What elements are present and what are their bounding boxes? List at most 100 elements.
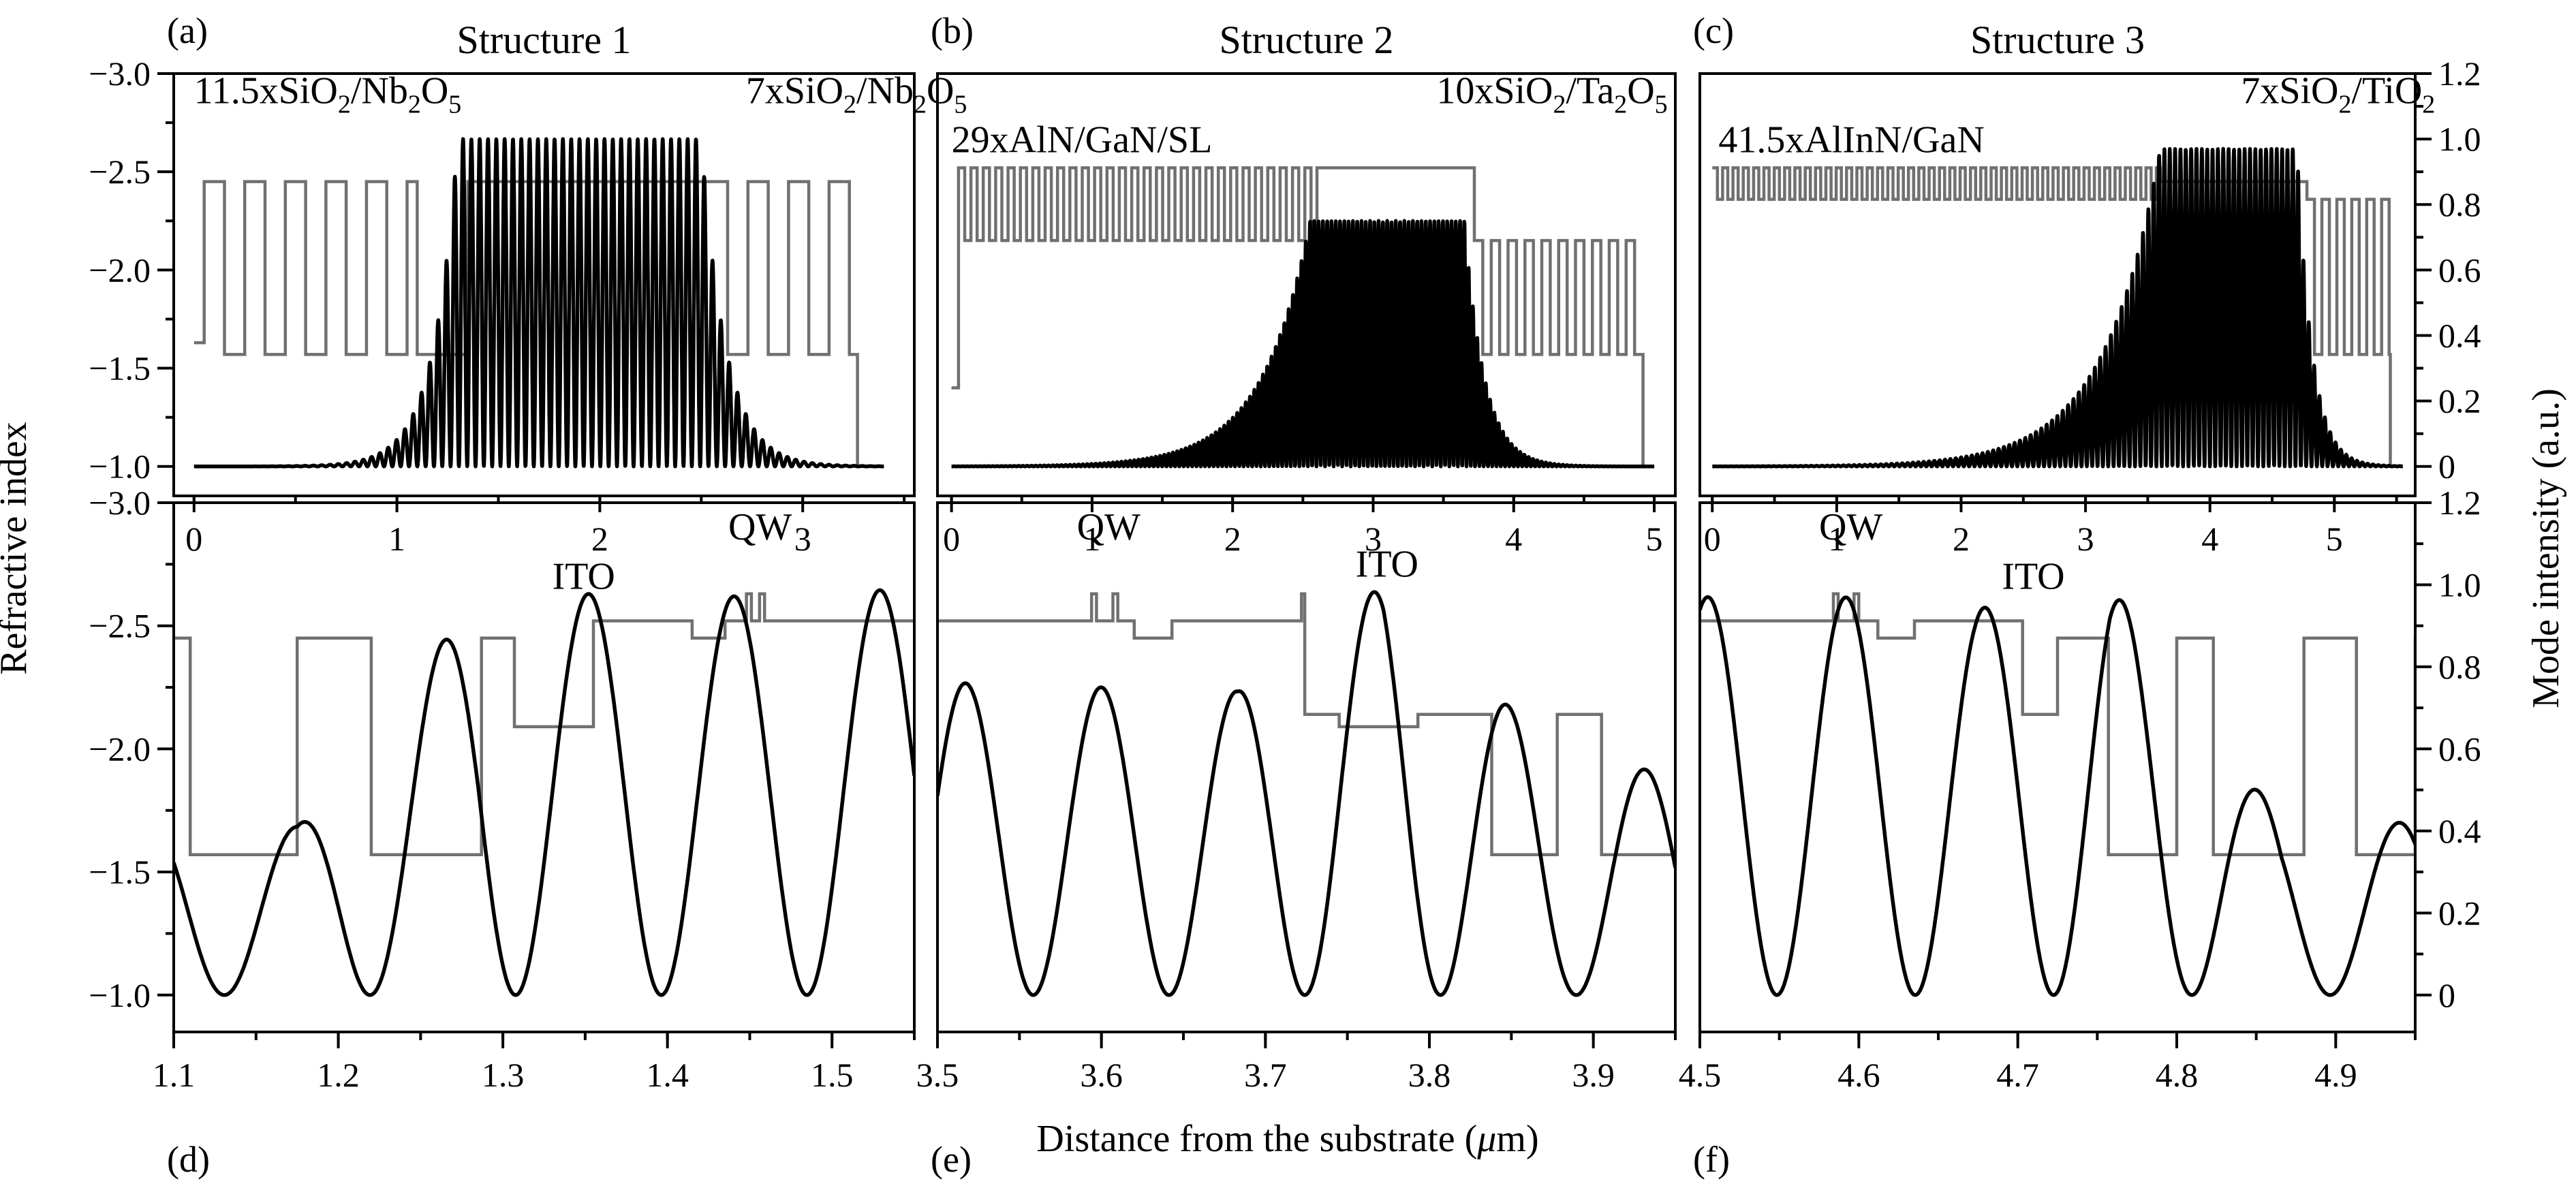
y-left-tick-label: −2.0 [89,251,151,289]
x-tick-label: 4.7 [1996,1056,2039,1094]
annotation-text: ITO [2002,555,2064,597]
annotation: ITO [1356,543,1418,585]
panel-title-c: Structure 3 [1970,18,2145,62]
mode-intensity-line-f [1700,595,2415,997]
x-tick-label: 3.5 [916,1056,959,1094]
annotation-text: ITO [1356,543,1418,585]
annotation-subscript: 2 [914,90,927,119]
y-left-tick-label: −2.5 [89,607,151,645]
annotation: 7xSiO2/TiO2 [2241,69,2435,119]
y-right-tick-label: 0.4 [2438,316,2481,354]
annotation-text: O [927,69,954,112]
panel-frame-b [936,72,1677,497]
x-tick-label: 3.8 [1408,1056,1451,1094]
panel-f: 4.5 4.6 4.7 4.8 4.9 0 0.2 0.4 0.6 0.8 1.0 1.2 (f) QW I… [1679,484,2481,1180]
refractive-index-line-c [1712,166,2403,468]
annotation-text: 11.5xSiO [194,69,338,112]
x-tick-label: 1 [1828,520,1845,558]
x-tick-label: 1.2 [317,1056,360,1094]
mode-intensity-line-c [1710,146,2405,469]
panel-title-b: Structure 2 [1219,18,1393,62]
annotation-text: 10xSiO [1436,69,1553,112]
y-left-tick-label: −3.0 [89,484,151,522]
y-left-tick-label: −2.0 [89,730,151,768]
annotation: 11.5xSiO2/Nb2O5 [194,69,462,119]
plot-area-f [1700,592,2415,997]
x-tick-label: 5 [1646,520,1663,558]
annotation-text: O [421,69,448,112]
y-left-tick-label: −1.5 [89,853,151,891]
x-tick-label: 2 [1224,520,1241,558]
y-left-tick-label: −1.5 [89,349,151,388]
x-axis-label-unit: m) [1496,1118,1538,1160]
x-tick-label: 4 [1505,520,1522,558]
x-tick-label: 1.4 [646,1056,689,1094]
annotation-subscript: 2 [1553,90,1566,119]
refractive-index-line-d [174,592,914,857]
plot-area-b [950,166,1656,469]
x-tick-label: 4 [2201,520,2218,558]
mode-intensity-line-d [174,588,914,997]
x-tick-label: 3 [794,520,811,558]
x-tick-label: 3 [1365,520,1382,558]
annotation: ITO [553,555,615,597]
annotation: 29xAlN/GaN/SL [952,119,1213,161]
annotation-text: /Nb [856,69,914,112]
y-axis-label-left: Refractive index [0,422,35,675]
x-tick-label: 1.3 [482,1056,525,1094]
y-right-tick-label: 0.6 [2438,730,2481,768]
y-left-tick-label: −1.0 [89,976,151,1014]
annotation-subscript: 5 [954,90,967,119]
plot-area-d [174,588,914,997]
refractive-index-line-f [1700,592,2415,857]
y-right-tick-label: 0.4 [2438,812,2481,850]
mode-intensity-line-b [950,219,1656,469]
annotation-subscript: 2 [2339,90,2352,119]
x-tick-label: 4.8 [2156,1056,2199,1094]
x-tick-label: 1 [388,520,405,558]
annotation-text: /TiO [2352,69,2423,112]
annotation: ITO [2002,555,2064,597]
plot-area-a [192,137,886,469]
y-axis-label-right: Mode intensity (a.u.) [2525,388,2567,708]
plot-area-c [1710,146,2405,469]
x-tick-label: 4.9 [2314,1056,2357,1094]
panel-frame-e [936,501,1677,1033]
y-left-tick-label: −2.5 [89,153,151,191]
x-tick-label: 1 [1083,520,1100,558]
annotation-text: /Nb [351,69,408,112]
x-tick-label: 0 [1704,520,1721,558]
panel-letter-c: (c) [1693,10,1734,51]
y-right-tick-label: 1.0 [2438,120,2481,158]
annotation-subscript: 2 [1614,90,1627,119]
panel-e: 3.5 3.6 3.7 3.8 3.9 (e) QW ITO [916,501,1677,1180]
panel-letter-f: (f) [1693,1139,1730,1180]
annotation: QW [728,506,792,548]
annotation-text: 41.5xAlInN/GaN [1718,119,1984,161]
x-tick-label: 2 [591,520,608,558]
mode-intensity-line-e [937,590,1675,997]
y-right-tick-label: 0.2 [2438,894,2481,932]
y-right-tick-label: 1.0 [2438,565,2481,604]
x-tick-label: 0 [185,520,202,558]
refractive-index-line-a [193,180,884,468]
annotation: QW [1077,506,1140,548]
y-right-tick-label: 0 [2438,976,2455,1014]
annotation-text: QW [1819,506,1882,548]
refractive-index-line-e [937,592,1675,857]
x-tick-label: 3 [2077,520,2094,558]
y-right-tick-label: 0.6 [2438,251,2481,289]
annotation-subscript: 2 [408,90,421,119]
x-tick-label: 3.9 [1572,1056,1615,1094]
annotation-subscript: 2 [2422,90,2435,119]
panel-frame-a [172,72,916,497]
annotation: QW [1819,506,1882,548]
plot-area-e [937,590,1675,997]
x-tick-label: 3.6 [1080,1056,1123,1094]
annotation-subscript: 2 [338,90,351,119]
y-right-tick-label: 1.2 [2438,484,2481,522]
refractive-index-line-b [951,166,1655,468]
panel-letter-e: (e) [931,1139,972,1180]
x-tick-label: 0 [943,520,960,558]
